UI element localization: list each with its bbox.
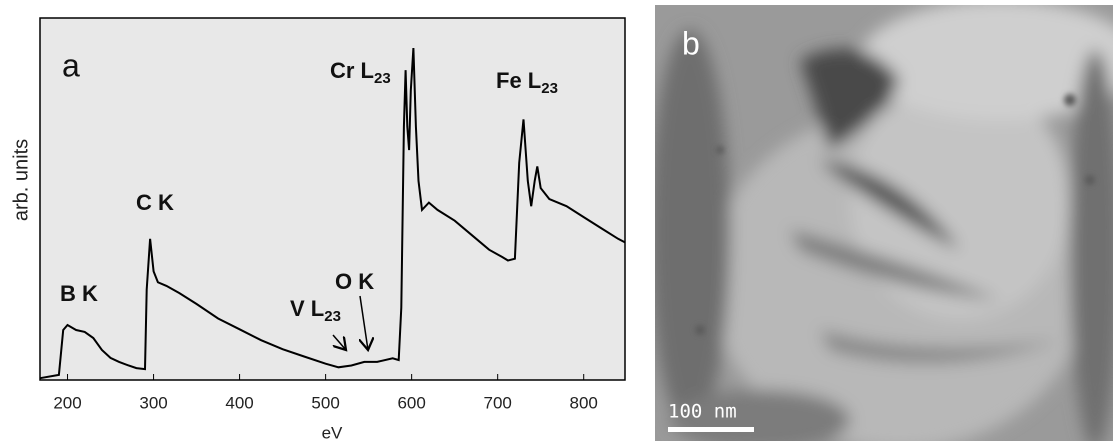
- arrow: [332, 334, 346, 350]
- x-tick-label: 800: [570, 393, 598, 412]
- plot-area: [39, 17, 626, 381]
- annotation-text: Fe L: [496, 68, 541, 93]
- x-axis-label: eV: [322, 423, 343, 441]
- x-tick-label: 400: [225, 393, 253, 412]
- x-tick-label: 600: [397, 393, 425, 412]
- scale-bar-label: 100 nm: [668, 401, 737, 423]
- y-axis-label: arb. units: [10, 139, 32, 221]
- annotation-text: Cr L: [330, 58, 374, 83]
- x-tick-label: 200: [53, 393, 81, 412]
- annotation: O K: [335, 269, 374, 294]
- x-tick-label: 500: [311, 393, 339, 412]
- panel-label: b: [682, 25, 700, 61]
- annotation-text: B K: [60, 281, 98, 306]
- annotation: B K: [60, 281, 98, 306]
- panel-label: a: [62, 47, 80, 83]
- annotation-text: C K: [136, 190, 174, 215]
- annotation-text: O K: [335, 269, 374, 294]
- x-tick-label: 300: [139, 393, 167, 412]
- annotation-subscript: 23: [541, 80, 558, 97]
- annotation: Fe L23: [496, 68, 558, 97]
- spectrum-line: [39, 47, 626, 380]
- annotation: Cr L23: [330, 58, 391, 87]
- x-tick-label: 700: [483, 393, 511, 412]
- annotation-text: V L: [290, 296, 324, 321]
- annotation: V L23: [290, 296, 341, 325]
- annotation-subscript: 23: [374, 70, 391, 87]
- micrograph: [655, 5, 1113, 441]
- annotation: C K: [136, 190, 174, 215]
- arrow: [360, 295, 368, 350]
- annotation-subscript: 23: [324, 308, 341, 325]
